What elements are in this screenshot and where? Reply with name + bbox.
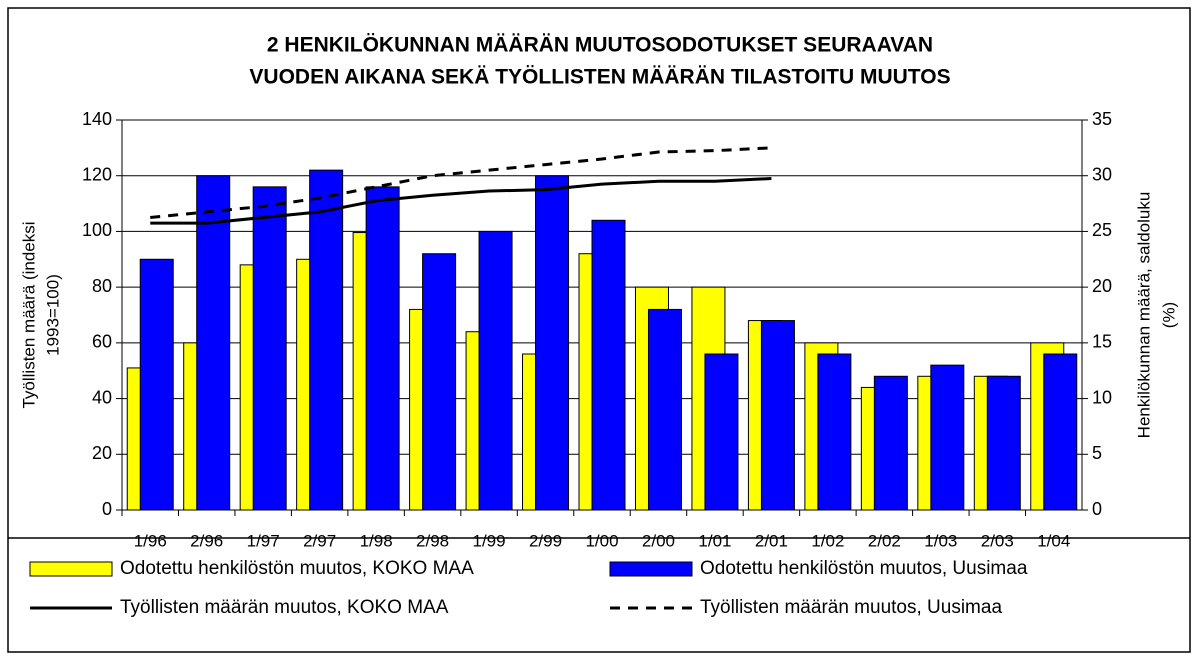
bar: [196, 175, 231, 511]
x-tick-label: 2/01: [755, 531, 788, 550]
bar: [817, 353, 852, 511]
bar: [647, 308, 682, 511]
x-tick-label: 1/03: [924, 531, 957, 550]
bar: [930, 364, 965, 511]
line: [150, 146, 772, 219]
x-tick-label: 1/01: [698, 531, 731, 550]
y-tick-label: 60: [92, 332, 112, 352]
y2-tick-label: 20: [1092, 276, 1112, 296]
y-tick-label: 80: [92, 276, 112, 296]
y-tick-label: 140: [82, 109, 112, 129]
bar: [478, 230, 513, 511]
x-tick-label: 2/02: [868, 531, 901, 550]
y2-tick-label: 10: [1092, 387, 1112, 407]
chart-title: 2 HENKILÖKUNNAN MÄÄRÄN MUUTOSODOTUKSET S…: [267, 34, 933, 57]
x-tick-label: 1/97: [247, 531, 280, 550]
x-tick-label: 2/00: [642, 531, 675, 550]
bar: [1043, 353, 1078, 511]
y-tick-label: 40: [92, 387, 112, 407]
bar: [139, 258, 174, 511]
bar: [704, 353, 739, 511]
bar: [591, 219, 626, 511]
x-tick-label: 2/98: [416, 531, 449, 550]
legend-label: Työllisten määrän muutos, KOKO MAA: [120, 597, 449, 618]
x-tick-label: 1/04: [1037, 531, 1070, 550]
x-tick-label: 1/00: [585, 531, 618, 550]
y2-axis-label: Henkilökunnan määrä, saldoluku: [1134, 192, 1153, 439]
x-tick-label: 1/96: [134, 531, 167, 550]
y-tick-label: 0: [102, 499, 112, 519]
bar: [309, 169, 344, 511]
y2-tick-label: 15: [1092, 332, 1112, 352]
y-tick-label: 100: [82, 220, 112, 240]
x-tick-label: 2/97: [303, 531, 336, 550]
bar: [873, 375, 908, 511]
x-tick-label: 2/96: [190, 531, 223, 550]
bar: [535, 175, 570, 511]
chart-title: VUODEN AIKANA SEKÄ TYÖLLISTEN MÄÄRÄN TIL…: [249, 66, 950, 89]
legend-label: Odotettu henkilöstön muutos, Uusimaa: [700, 558, 1028, 579]
y2-tick-label: 25: [1092, 220, 1112, 240]
legend-swatch: [29, 561, 113, 577]
x-tick-label: 2/99: [529, 531, 562, 550]
bar: [365, 186, 400, 511]
bar: [760, 320, 795, 511]
legend-label: Odotettu henkilöstön muutos, KOKO MAA: [120, 558, 474, 579]
y-axis-label: Työllisten määrä (indeksi: [19, 221, 38, 408]
bar: [422, 253, 457, 511]
x-tick-label: 2/03: [981, 531, 1014, 550]
legend-swatch: [609, 561, 693, 577]
y-tick-label: 120: [82, 164, 112, 184]
bar: [252, 186, 287, 511]
x-tick-label: 1/98: [360, 531, 393, 550]
legend-label: Työllisten määrän muutos, Uusimaa: [700, 597, 1002, 618]
y2-tick-label: 0: [1092, 499, 1102, 519]
x-tick-label: 1/02: [811, 531, 844, 550]
y-axis-label: 1993=100): [43, 274, 62, 356]
y-tick-label: 20: [92, 443, 112, 463]
line: [150, 177, 772, 225]
x-tick-label: 1/99: [473, 531, 506, 550]
y2-axis-label: (%): [1159, 302, 1178, 328]
bar: [986, 375, 1021, 511]
y2-tick-label: 5: [1092, 443, 1102, 463]
y2-tick-label: 30: [1092, 164, 1112, 184]
y2-tick-label: 35: [1092, 109, 1112, 129]
